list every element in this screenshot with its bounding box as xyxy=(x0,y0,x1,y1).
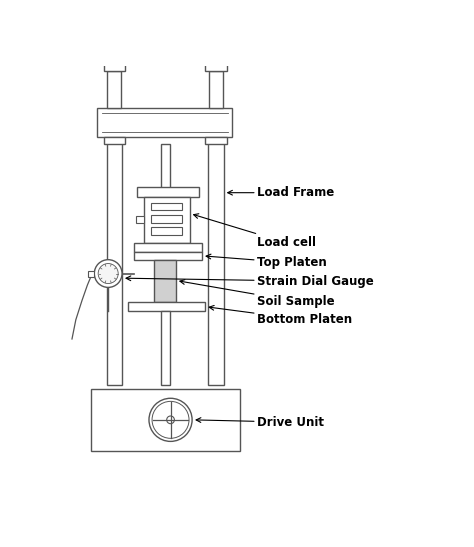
Bar xyxy=(155,260,176,302)
Circle shape xyxy=(149,398,192,441)
Bar xyxy=(161,311,170,385)
Bar xyxy=(134,243,202,252)
Circle shape xyxy=(98,264,118,283)
Circle shape xyxy=(94,260,122,287)
Bar xyxy=(151,203,182,211)
Bar xyxy=(134,252,202,260)
Bar xyxy=(161,144,170,193)
Bar xyxy=(151,228,182,235)
Text: Load Frame: Load Frame xyxy=(228,186,334,199)
Bar xyxy=(137,187,199,196)
Text: Drive Unit: Drive Unit xyxy=(196,416,324,429)
Bar xyxy=(208,137,224,385)
Bar xyxy=(151,215,182,223)
Bar xyxy=(88,271,94,277)
Bar xyxy=(103,137,125,144)
Bar xyxy=(205,137,227,144)
Bar xyxy=(144,196,190,243)
Circle shape xyxy=(167,416,174,424)
Bar xyxy=(103,63,125,71)
Text: Top Platen: Top Platen xyxy=(206,254,327,269)
Bar xyxy=(107,137,122,385)
Bar xyxy=(136,216,144,224)
Circle shape xyxy=(152,401,189,438)
Bar xyxy=(209,71,223,108)
Bar xyxy=(97,108,232,137)
Text: Soil Sample: Soil Sample xyxy=(180,280,335,308)
Bar xyxy=(128,302,205,311)
Bar xyxy=(91,389,240,451)
Text: Strain Dial Gauge: Strain Dial Gauge xyxy=(126,275,374,288)
Text: Bottom Platen: Bottom Platen xyxy=(209,305,352,326)
Text: Load cell: Load cell xyxy=(194,214,316,249)
Bar xyxy=(108,71,121,108)
Bar xyxy=(205,63,227,71)
